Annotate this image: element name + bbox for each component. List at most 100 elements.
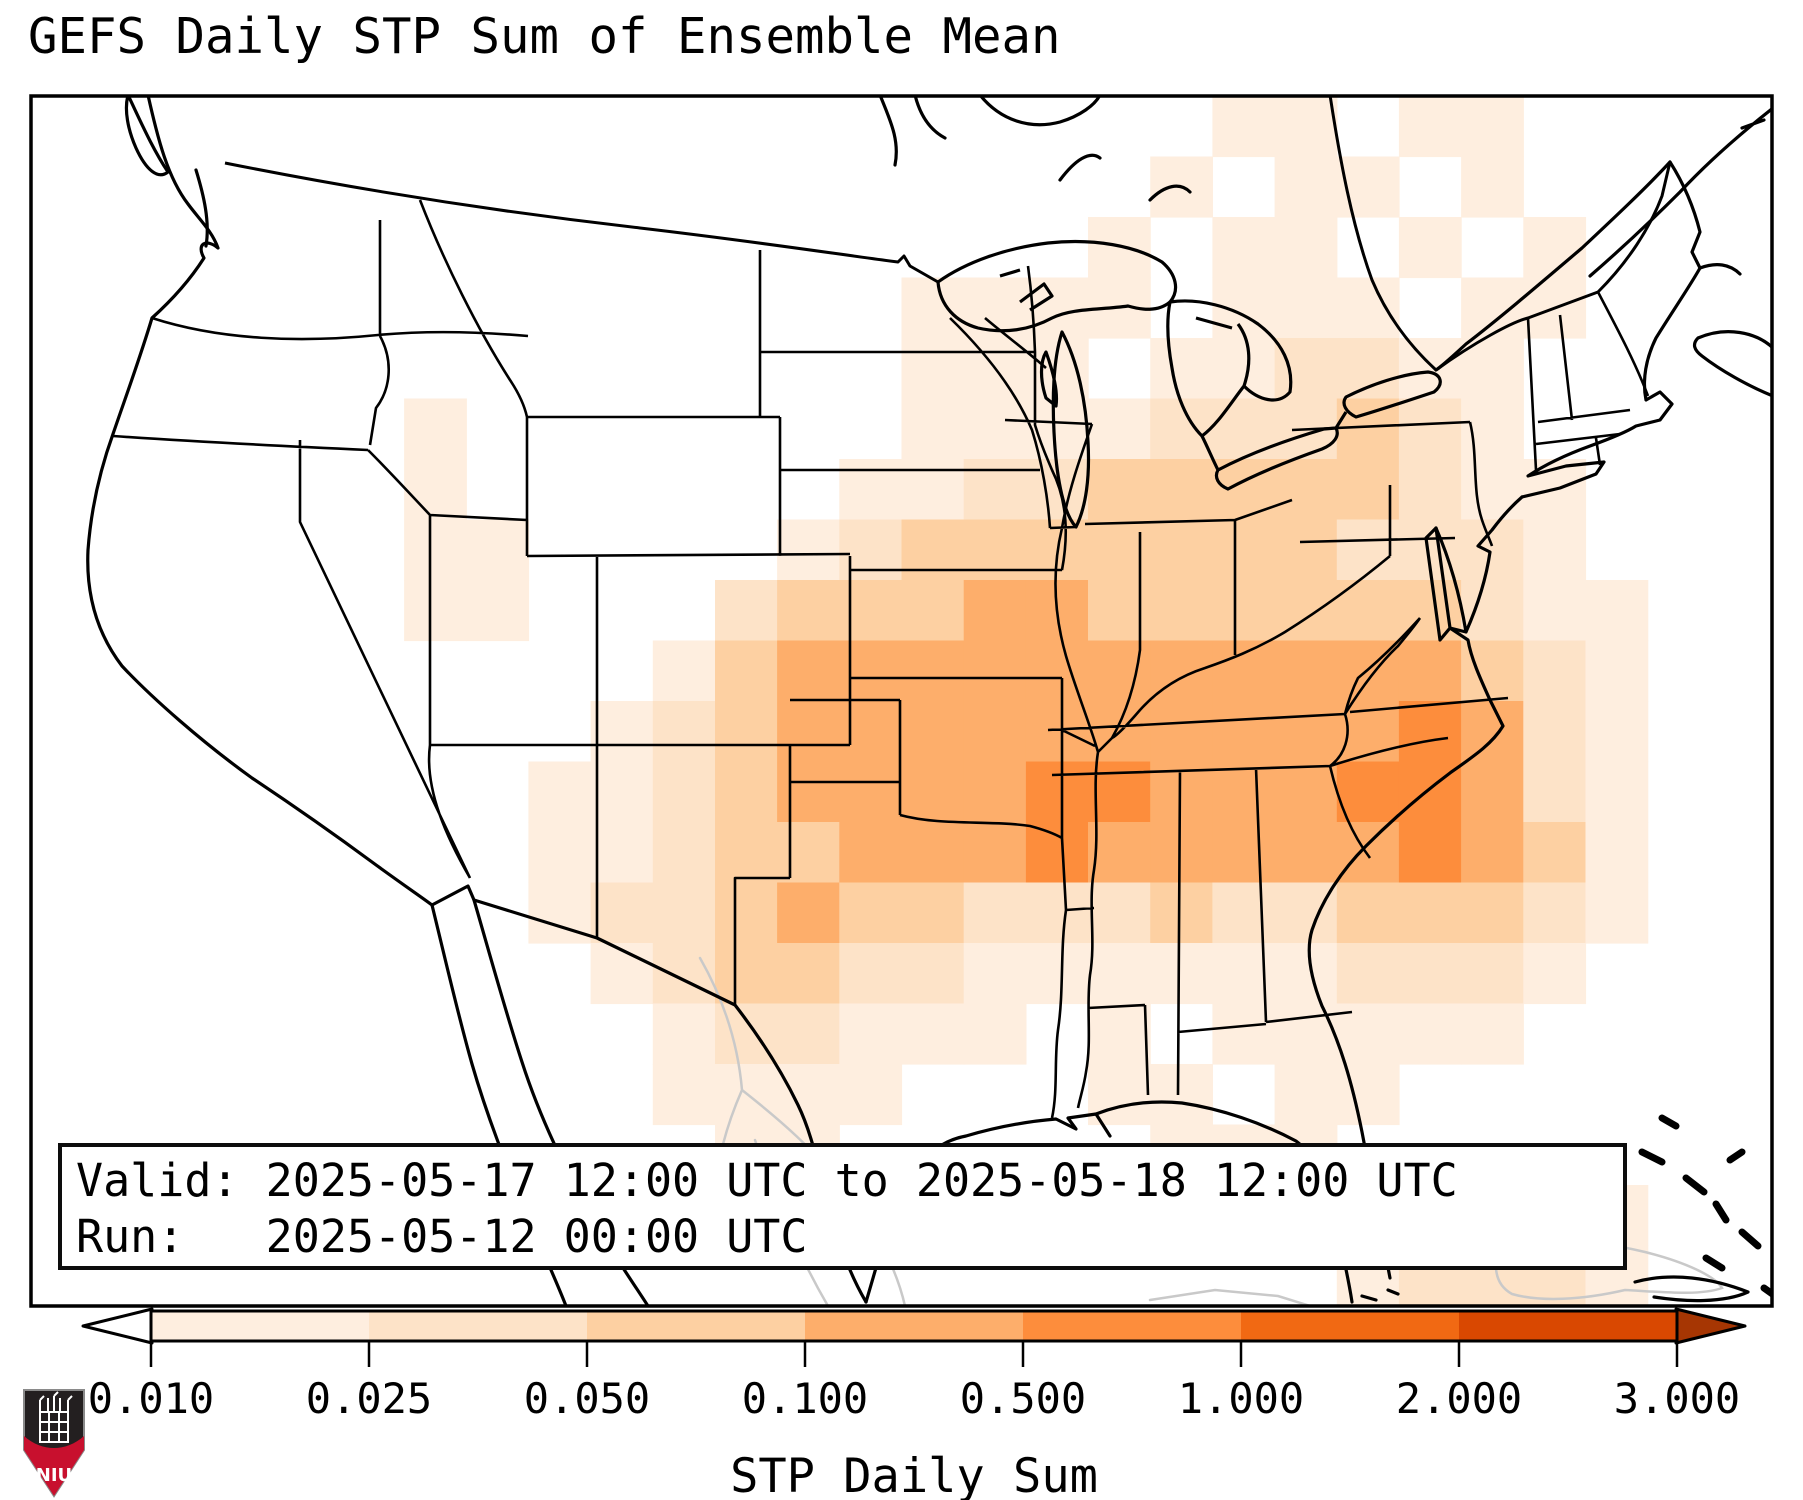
heatmap-cell [901,761,965,823]
heatmap-cell [1461,580,1524,642]
heatmap-cell [1336,822,1400,884]
heatmap-cell [1461,156,1524,218]
heatmap-cell [1212,580,1276,642]
heatmap-cell [1274,156,1338,218]
heatmap-cell [1398,1003,1462,1065]
heatmap-cell [1336,943,1400,1005]
heatmap-cell [839,822,903,884]
heatmap-cell [901,277,965,339]
heatmap-cell [1523,217,1587,279]
heatmap-cell [901,1003,965,1065]
heatmap-cell [1274,277,1338,339]
heatmap-cell [777,943,840,1005]
vancouver-island [124,96,170,177]
heatmap-cell [652,943,716,1005]
heatmap-cell [1461,882,1524,944]
heatmap-cell [715,580,778,642]
heatmap-cell [1150,519,1213,581]
heatmap-cell [901,459,965,521]
heatmap-cell [901,701,965,763]
heatmap-cell [1585,882,1649,944]
heatmap-cell [652,822,716,884]
heatmap-cell [839,1064,903,1126]
heatmap-cell [1212,338,1276,400]
heatmap-cell [1088,943,1151,1005]
heatmap-cell [404,398,467,460]
heatmap-cell [715,640,778,702]
heatmap-cell [963,640,1027,702]
page-title: GEFS Daily STP Sum of Ensemble Mean [28,8,1061,65]
heatmap-cell [963,580,1027,642]
heatmap-cell [1461,701,1524,763]
heatmap-cell [1523,822,1587,884]
heatmap-cell [404,580,467,642]
heatmap-cell [1274,761,1338,823]
heatmap-cell [1212,701,1276,763]
heatmap-cell [963,882,1027,944]
heatmap-cell [839,1003,903,1065]
heatmap-cell [1150,701,1213,763]
canadian-lakes [878,96,1192,202]
heatmap-cell [1336,277,1400,339]
heatmap-cell [1398,217,1462,279]
heatmap-cell [901,943,965,1005]
heatmap-cell [839,882,903,944]
coastline [86,96,1772,1306]
colorbar-axis-label: STP Daily Sum [730,1449,1098,1500]
heatmap-cell [715,761,778,823]
heatmap-cell [901,822,965,884]
heatmap-cell [1274,1003,1338,1065]
heatmap-cell [715,822,778,884]
heatmap-cell [963,1003,1027,1065]
heatmap-cell [839,943,903,1005]
heatmap-cell [1274,459,1338,521]
heatmap-cell [777,1003,840,1065]
heatmap-cell [1212,822,1276,884]
heatmap-cell [1585,701,1649,763]
heatmap-cell [1212,761,1276,823]
valid-run-info-box: Valid: 2025-05-17 12:00 UTC to 2025-05-1… [58,1143,1627,1270]
heatmap-cell [652,701,716,763]
heatmap-cell [1088,398,1151,460]
heatmap-cell [652,1064,716,1126]
colorbar-tick-label: 2.000 [1396,1374,1522,1423]
heatmap-cell [963,822,1027,884]
heatmap-cell [1274,882,1338,944]
castle-icon [39,1391,73,1443]
heatmap-cell [1461,943,1524,1005]
heatmap-cell [1274,338,1338,400]
heatmap-cell [901,882,965,944]
heatmap-cell [1461,96,1524,158]
heatmap-cell [1212,398,1276,460]
heatmap-cell [1398,338,1462,400]
heatmap-cell [1025,882,1089,944]
heatmap-cell [777,1064,840,1126]
colorbar-segment [587,1311,806,1341]
heatmap-cell [901,580,965,642]
colorbar-tick-label: 0.025 [306,1374,432,1423]
heatmap-cell [901,640,965,702]
valid-time-text: Valid: 2025-05-17 12:00 UTC to 2025-05-1… [76,1154,1458,1207]
heatmap-cell [1088,1003,1151,1065]
heatmap-cell [1336,761,1400,823]
map-frame [29,94,1774,1308]
heatmap-cell [1523,640,1587,702]
heatmap-cell [1274,640,1338,702]
lake-erie [1200,411,1348,491]
heatmap-cell [1088,640,1151,702]
colorbar-segment [151,1311,370,1341]
puget-sound [194,168,209,248]
heatmap-cell [777,701,840,763]
heatmap-cell [1025,822,1089,884]
heatmap-cell [1398,943,1462,1005]
logo-band [24,1436,84,1496]
colorbar-tick-label: 0.010 [88,1374,214,1423]
cuba-east [1633,1275,1750,1303]
heatmap-cell [1461,459,1524,521]
heatmap-cell [963,398,1027,460]
heatmap-cell [777,580,840,642]
colorbar-segment [369,1311,588,1341]
heatmap-cell [1336,338,1400,400]
colorbar-tick-label: 1.000 [1178,1374,1304,1423]
